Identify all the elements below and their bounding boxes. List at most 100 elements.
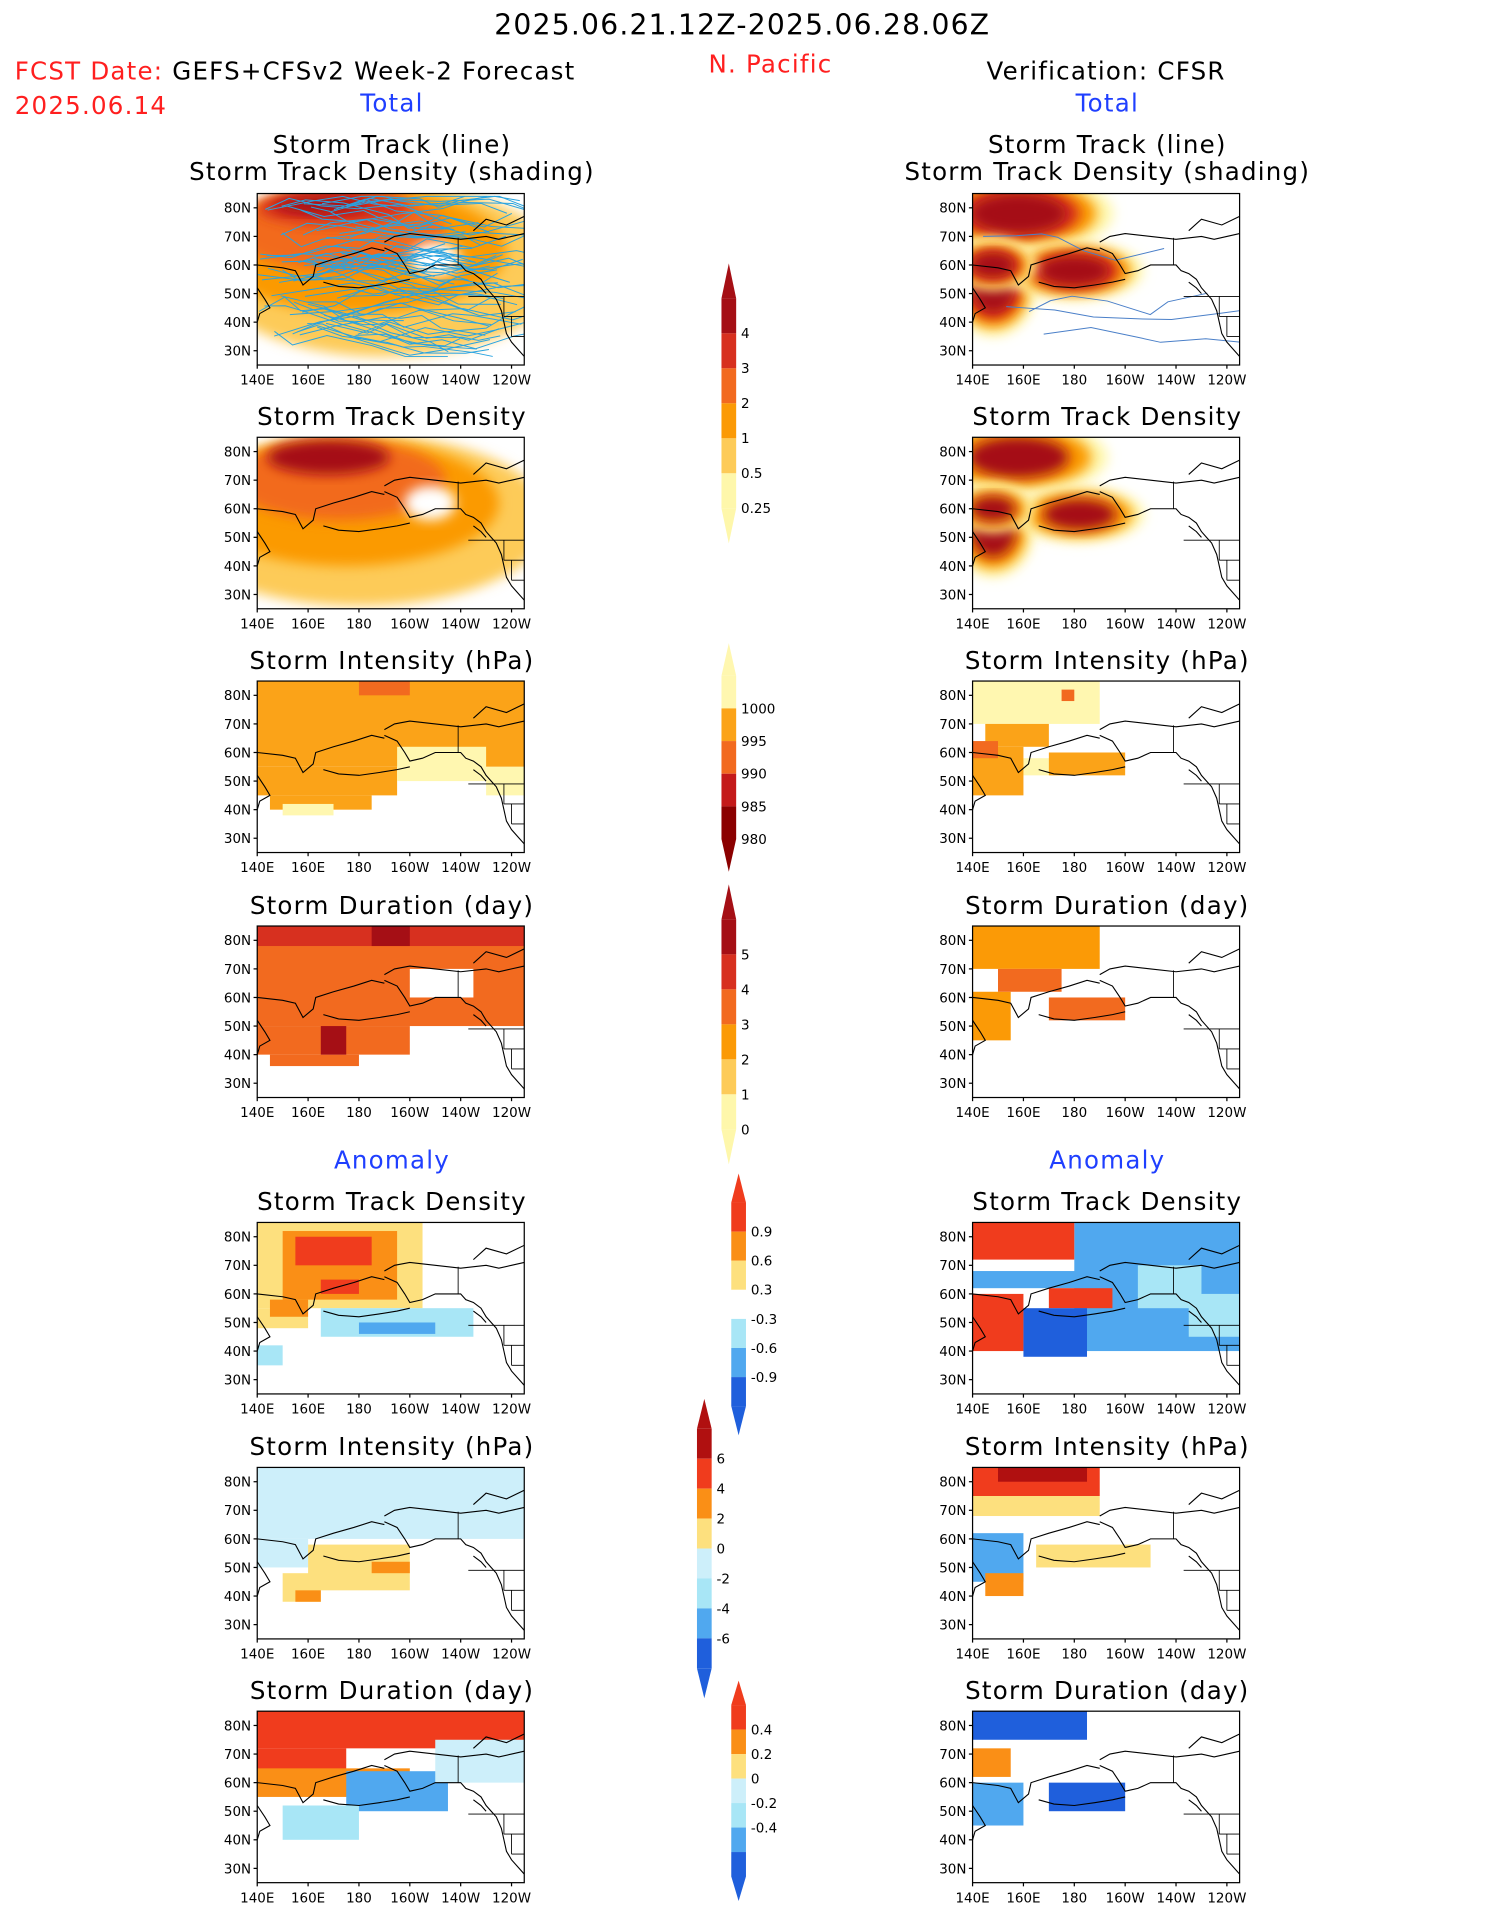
colorbar-segment [731, 1260, 746, 1290]
x-tick-label: 120W [1207, 1890, 1246, 1906]
map-frame [256, 680, 525, 854]
x-tick-label: 160W [1106, 616, 1145, 632]
x-tick-label: 120W [492, 616, 531, 632]
y-tick-label: 70N [939, 1747, 966, 1763]
storm-track-line [341, 250, 525, 270]
coastline [384, 1764, 525, 1875]
shading-blob [267, 440, 390, 475]
y-tick-label: 70N [224, 1503, 251, 1519]
panel-title-intensity-anom-right: Storm Intensity (hPa) [964, 1431, 1250, 1462]
y-tick-label: 70N [224, 229, 251, 245]
y-tick-label: 60N [939, 1776, 966, 1792]
panel-title-track-shading-left: Storm Track Density (shading) [189, 156, 595, 187]
coastline [473, 1555, 487, 1568]
x-tick-label: 120W [492, 1647, 531, 1663]
x-tick-label: 140E [240, 1402, 274, 1418]
y-tick-label: 50N [224, 1560, 251, 1576]
y-tick-label: 60N [224, 1532, 251, 1548]
grid-cell [1048, 752, 1126, 776]
colorbar-segment [721, 368, 737, 404]
x-tick-label: 140W [441, 1647, 480, 1663]
colorbar-label: 980 [741, 832, 767, 848]
map-verif-duration: 140E 160E 180 160W 140W 120W 80N 70N 60N 50N 40N 30… [939, 925, 1246, 1121]
colorbar-label: 2 [717, 1512, 726, 1528]
x-tick-label: 180 [1061, 1105, 1087, 1121]
storm-track-line [983, 233, 1165, 261]
fcst-model: GEFS+CFSv2 Week-2 Forecast [172, 56, 576, 86]
grid-cell [1048, 1288, 1113, 1309]
coastline [257, 1276, 385, 1315]
colorbar-bottom-arrow [696, 1668, 712, 1699]
map-frame [256, 925, 525, 1099]
y-tick-label: 50N [224, 1315, 251, 1331]
y-tick-label: 40N [224, 1344, 251, 1360]
x-tick-label: 160E [291, 616, 325, 632]
y-tick-label: 80N [939, 933, 966, 949]
colorbar-label: -4 [717, 1601, 730, 1617]
x-tick-label: 160W [1106, 1647, 1145, 1663]
colorbar-label: 3 [741, 361, 750, 377]
grid-cell [998, 968, 1062, 992]
storm-track-line [304, 288, 501, 305]
colorbar-top-arrow [696, 1398, 712, 1429]
y-tick-label: 60N [939, 258, 966, 274]
map-frame [971, 925, 1241, 1099]
coastline [1099, 734, 1240, 845]
colorbar-label: 985 [741, 799, 767, 815]
x-tick-label: 160W [390, 1890, 429, 1906]
colorbar-segment [731, 1202, 746, 1232]
x-tick-label: 120W [1207, 1105, 1246, 1121]
colorbar-label: 5 [741, 947, 750, 963]
map-frame [971, 192, 1241, 366]
colorbar-segment [731, 1318, 746, 1349]
x-tick-label: 140E [240, 616, 274, 632]
grid-cell [486, 766, 525, 796]
coastline [473, 1733, 525, 1749]
colorbar-segment [731, 1705, 746, 1730]
colorbar-label: 0.4 [751, 1722, 772, 1738]
storm-track-line [316, 326, 493, 357]
grid-cell [435, 1739, 525, 1783]
coastline [1188, 948, 1240, 964]
y-tick-label: 80N [224, 444, 251, 460]
map-verif-track-inner [972, 193, 1240, 358]
map-verif-density: 140E 160E 180 160W 140W 120W 80N 70N 60N 50N 40N 30… [939, 436, 1246, 632]
y-tick-label: 80N [224, 201, 251, 217]
date-range-title: 2025.06.21.12Z-2025.06.28.06Z [494, 9, 991, 42]
x-tick-label: 180 [346, 1402, 372, 1418]
x-tick-label: 180 [346, 1890, 372, 1906]
map-verif-intensity-anom-inner [972, 1467, 1240, 1632]
y-tick-label: 80N [939, 444, 966, 460]
x-tick-label: 160E [291, 373, 325, 389]
coastline [384, 965, 525, 976]
colorbar-label: -6 [717, 1631, 730, 1647]
x-tick-label: 140W [1157, 1647, 1196, 1663]
y-tick-label: 70N [224, 717, 251, 733]
y-tick-label: 80N [939, 201, 966, 217]
colorbar-segment [696, 1578, 712, 1609]
x-tick-label: 140W [1157, 1890, 1196, 1906]
colorbar-segment [721, 1094, 737, 1130]
y-tick-label: 80N [224, 688, 251, 704]
total-right-label: Total [1075, 88, 1139, 118]
map-frame [256, 192, 525, 366]
coastline [473, 769, 487, 782]
storm-track-line [298, 252, 497, 286]
colorbar-segment [731, 1289, 746, 1319]
coastline [384, 247, 525, 358]
grid-cell [1048, 997, 1126, 1021]
y-tick-label: 70N [939, 1503, 966, 1519]
coastline [257, 1521, 385, 1560]
storm-track-line [352, 308, 525, 325]
colorbar-bottom-arrow [731, 1406, 746, 1436]
y-tick-label: 40N [939, 803, 966, 819]
x-tick-label: 160W [1106, 1105, 1145, 1121]
map-verif-intensity-inner [972, 681, 1240, 845]
coastline [1099, 232, 1240, 243]
x-tick-label: 120W [492, 1402, 531, 1418]
storm-track-line [1028, 292, 1208, 316]
x-tick-label: 140E [955, 1402, 989, 1418]
grid-cell [972, 1222, 1075, 1260]
y-tick-label: 60N [224, 745, 251, 761]
colorbar-intensity-anom: 6 4 2 0 -2 -4 -6 [696, 1398, 730, 1699]
